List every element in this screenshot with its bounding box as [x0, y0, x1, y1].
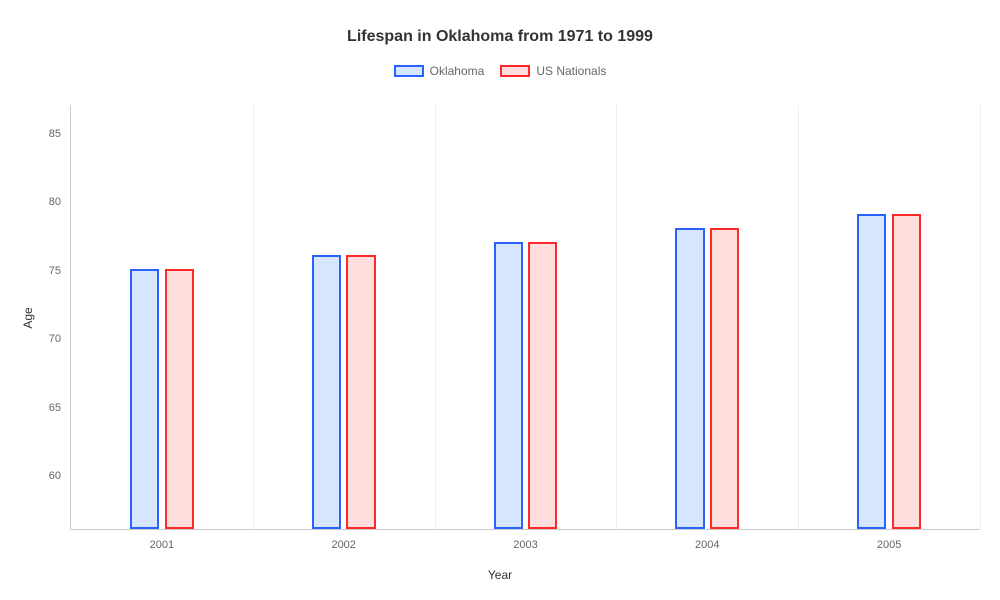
x-tick-label: 2005 [877, 539, 901, 551]
chart-title: Lifespan in Oklahoma from 1971 to 1999 [20, 28, 980, 46]
gridline [616, 105, 617, 529]
chart-container: Lifespan in Oklahoma from 1971 to 1999 O… [0, 0, 1000, 600]
x-tick-label: 2003 [513, 539, 537, 551]
legend-label-us-nationals: US Nationals [536, 64, 606, 78]
bar [892, 214, 921, 529]
y-axis-label: Age [21, 307, 35, 328]
legend: Oklahoma US Nationals [20, 64, 980, 78]
legend-swatch-oklahoma [394, 65, 424, 77]
x-tick-label: 2004 [695, 539, 719, 551]
bar [312, 255, 341, 529]
x-axis-label: Year [488, 568, 512, 582]
bar [494, 242, 523, 529]
gridline [435, 105, 436, 529]
bar [710, 228, 739, 529]
bar [346, 255, 375, 529]
bar [528, 242, 557, 529]
y-tick-label: 80 [49, 196, 61, 208]
legend-label-oklahoma: Oklahoma [430, 64, 485, 78]
y-tick-label: 60 [49, 470, 61, 482]
legend-item-us-nationals: US Nationals [500, 64, 606, 78]
x-tick-label: 2001 [150, 539, 174, 551]
bar [675, 228, 704, 529]
gridline [980, 105, 981, 529]
gridline [253, 105, 254, 529]
plot-wrap: 60657075808520012002200320042005 [70, 105, 980, 530]
gridline [798, 105, 799, 529]
bar [857, 214, 886, 529]
plot-area: 60657075808520012002200320042005 [70, 105, 980, 530]
y-tick-label: 85 [49, 128, 61, 140]
bar [130, 269, 159, 529]
y-tick-label: 65 [49, 402, 61, 414]
x-tick-label: 2002 [331, 539, 355, 551]
legend-item-oklahoma: Oklahoma [394, 64, 485, 78]
legend-swatch-us-nationals [500, 65, 530, 77]
y-tick-label: 75 [49, 265, 61, 277]
y-tick-label: 70 [49, 333, 61, 345]
bar [165, 269, 194, 529]
